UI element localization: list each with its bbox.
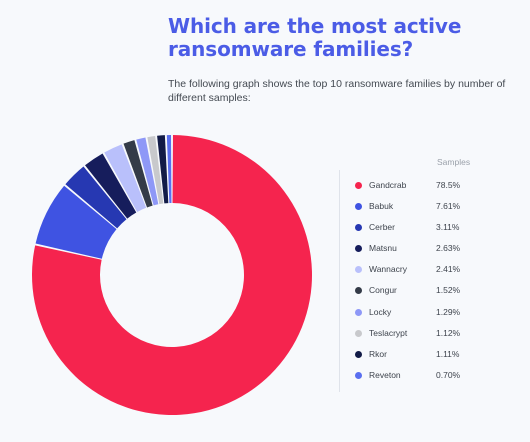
legend-label: Reveton (369, 369, 401, 380)
page-subtitle: The following graph shows the top 10 ran… (168, 78, 506, 104)
legend-label: Teslacrypt (369, 327, 408, 338)
legend-color-dot (355, 308, 362, 316)
legend-color-dot (355, 182, 362, 189)
legend-label: Rkor (369, 348, 387, 359)
legend-value: 78.5% (436, 180, 461, 190)
page-title: Which are the most active ransomware fam… (168, 14, 462, 61)
legend-column-header: Samples (437, 157, 471, 167)
legend-item-teslacrypt: Teslacrypt 1.12% (352, 323, 522, 344)
legend-item-wannacry: Wannacry 2.41% (352, 259, 522, 280)
legend-color-dot (355, 329, 362, 337)
legend-color-dot (355, 287, 362, 295)
legend-value: 2.41% (436, 264, 461, 275)
legend-item-locky: Locky 1.29% (352, 302, 522, 323)
legend-value: 1.11% (436, 348, 460, 359)
legend-value: 7.61% (436, 201, 461, 212)
donut-slice-rkor (157, 135, 169, 204)
legend-item-babuk: Babuk 7.61% (352, 196, 522, 217)
legend-color-dot (355, 350, 362, 358)
legend-label: Gandcrab (369, 180, 407, 190)
donut-slice-congur (123, 140, 153, 208)
legend-value: 1.12% (436, 327, 461, 338)
legend-item-cerber: Cerber 3.11% (352, 217, 522, 238)
legend-label: Congur (369, 285, 397, 296)
legend-label: Cerber (369, 222, 395, 233)
donut-slice-teslacrypt (147, 136, 164, 205)
legend-label: Babuk (369, 201, 394, 212)
legend-item-reveton: Reveton 0.70% (352, 365, 522, 386)
legend-item-rkor: Rkor 1.11% (352, 344, 522, 365)
legend-divider (339, 170, 340, 392)
legend-color-dot (355, 266, 362, 274)
donut-slice-reveton (166, 135, 172, 204)
legend-item-congur: Congur 1.52% (352, 280, 522, 301)
donut-slice-wannacry (104, 144, 147, 212)
legend: Gandcrab 78.5% Babuk 7.61% Cerber 3.11% Matsnu… (352, 175, 522, 386)
legend-label: Matsnu (369, 243, 397, 254)
donut-chart (31, 135, 312, 415)
legend-value: 1.52% (436, 285, 461, 296)
legend-value: 3.11% (436, 222, 460, 233)
legend-label: Wannacry (369, 264, 407, 275)
legend-color-dot (355, 245, 362, 253)
legend-value: 0.70% (436, 369, 461, 380)
legend-color-dot (355, 203, 362, 211)
legend-value: 2.63% (436, 243, 461, 254)
legend-color-dot (355, 371, 362, 379)
donut-slice-locky (136, 137, 159, 206)
donut-slice-babuk (35, 185, 117, 259)
donut-slice-cerber (65, 166, 127, 229)
donut-slice-gandcrab (31, 135, 312, 415)
legend-item-gandcrab: Gandcrab 78.5% (352, 175, 522, 196)
legend-color-dot (355, 224, 362, 232)
donut-slice-matsnu (85, 153, 137, 219)
legend-label: Locky (369, 306, 392, 317)
legend-value: 1.29% (436, 306, 461, 317)
legend-item-matsnu: Matsnu 2.63% (352, 238, 522, 259)
